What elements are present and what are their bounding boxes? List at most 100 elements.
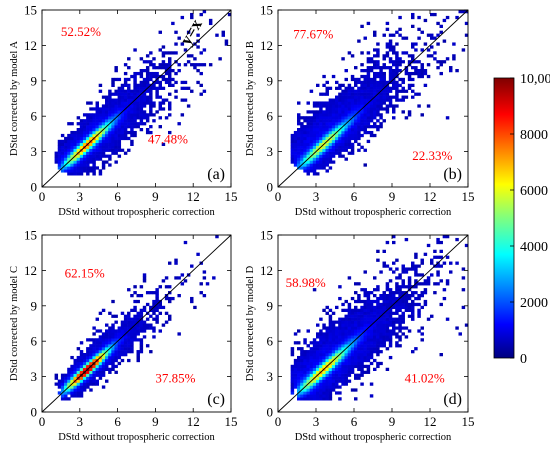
heatmap-cell <box>171 296 175 301</box>
heatmap-cell <box>149 323 153 327</box>
heatmap-cell <box>350 335 355 339</box>
heatmap-cell <box>117 139 122 144</box>
heatmap-cell <box>127 344 131 348</box>
heatmap-cell <box>312 160 317 164</box>
heatmap-cell <box>354 344 358 348</box>
heatmap-cell <box>354 136 358 141</box>
heatmap-cell <box>152 291 156 295</box>
heatmap-cell <box>130 122 134 126</box>
heatmap-cell <box>433 12 437 17</box>
heatmap-cell <box>89 166 93 170</box>
heatmap-cell <box>186 86 191 90</box>
heatmap-cell <box>196 252 200 256</box>
heatmap-cell <box>322 376 326 380</box>
heatmap-cell <box>316 361 320 366</box>
heatmap-cell <box>461 305 466 310</box>
heatmap-cell <box>439 302 443 307</box>
heatmap-cell <box>322 101 326 105</box>
heatmap-cell <box>439 24 443 28</box>
heatmap-cell <box>319 104 323 108</box>
x-tick-label: 6 <box>351 414 358 429</box>
heatmap-cell <box>312 110 317 114</box>
heatmap-cell <box>152 74 156 79</box>
heatmap-cell <box>73 370 77 374</box>
heatmap-cell <box>76 142 81 146</box>
heatmap-cell <box>312 370 317 374</box>
heatmap-cell <box>86 125 90 129</box>
heatmap-cell <box>142 86 147 90</box>
heatmap-cell <box>373 332 377 336</box>
heatmap-cell <box>111 355 115 360</box>
heatmap-cell <box>105 136 109 141</box>
heatmap-cell <box>373 92 377 96</box>
heatmap-cell <box>79 361 84 366</box>
heatmap-cell <box>149 113 153 117</box>
heatmap-cell <box>366 104 371 108</box>
heatmap-cell <box>382 71 386 76</box>
heatmap-cell <box>373 71 377 76</box>
heatmap-cell <box>127 358 131 363</box>
heatmap-cell <box>290 353 295 357</box>
heatmap-cell <box>196 45 200 49</box>
heatmap-cell <box>369 382 374 386</box>
heatmap-cell <box>363 130 367 135</box>
heatmap-cell <box>290 133 295 138</box>
heatmap-cell <box>117 326 122 330</box>
heatmap-cell <box>417 314 421 318</box>
heatmap-cell <box>101 95 106 99</box>
heatmap-cell <box>145 54 150 58</box>
heatmap-cell <box>114 122 118 126</box>
heatmap-cell <box>168 80 172 85</box>
heatmap-cell <box>114 347 118 351</box>
heatmap-cell <box>373 77 377 82</box>
heatmap-cell <box>300 166 304 170</box>
heatmap-cell <box>70 145 74 149</box>
heatmap-cell <box>426 276 431 280</box>
heatmap-cell <box>341 323 345 327</box>
heatmap-cell <box>395 104 399 108</box>
heatmap-cell <box>139 89 144 93</box>
heatmap-cell <box>89 151 93 155</box>
heatmap-cell <box>360 355 364 360</box>
heatmap-cell <box>177 122 181 126</box>
heatmap-cell <box>376 341 380 345</box>
heatmap-cell <box>76 361 81 366</box>
heatmap-cell <box>290 391 295 395</box>
heatmap-cell <box>183 48 188 52</box>
heatmap-cell <box>64 382 68 386</box>
heatmap-cell <box>300 154 304 158</box>
heatmap-cell <box>297 122 301 126</box>
heatmap-cell <box>70 367 74 371</box>
heatmap-cell <box>398 285 402 289</box>
heatmap-cell <box>95 355 99 360</box>
heatmap-cell <box>401 89 405 93</box>
heatmap-cell <box>373 335 377 339</box>
heatmap-cell <box>331 148 336 152</box>
heatmap-cell <box>347 110 352 114</box>
heatmap-cell <box>322 358 326 363</box>
heatmap-cell <box>360 382 364 386</box>
heatmap-cell <box>117 145 122 149</box>
heatmap-cell <box>404 89 409 93</box>
x-tick-label: 12 <box>424 414 437 429</box>
heatmap-cell <box>120 148 125 152</box>
heatmap-cell <box>322 74 326 79</box>
heatmap-cell <box>319 116 323 120</box>
heatmap-cell <box>360 370 364 374</box>
heatmap-cell <box>133 113 137 117</box>
heatmap-cell <box>111 350 115 354</box>
heatmap-cell <box>395 92 399 96</box>
heatmap-cell <box>149 60 153 64</box>
percent-above-diagonal: 77.67% <box>293 26 333 41</box>
heatmap-cell <box>312 397 317 401</box>
heatmap-cell <box>357 133 361 138</box>
heatmap-cell <box>76 379 81 383</box>
heatmap-cell <box>54 373 59 377</box>
heatmap-cell <box>357 119 361 123</box>
heatmap-cell <box>95 110 99 114</box>
heatmap-cell <box>338 370 342 374</box>
heatmap-cell <box>379 329 383 333</box>
heatmap-cell <box>376 128 380 132</box>
heatmap-cell <box>341 326 345 330</box>
heatmap-cell <box>142 77 147 82</box>
